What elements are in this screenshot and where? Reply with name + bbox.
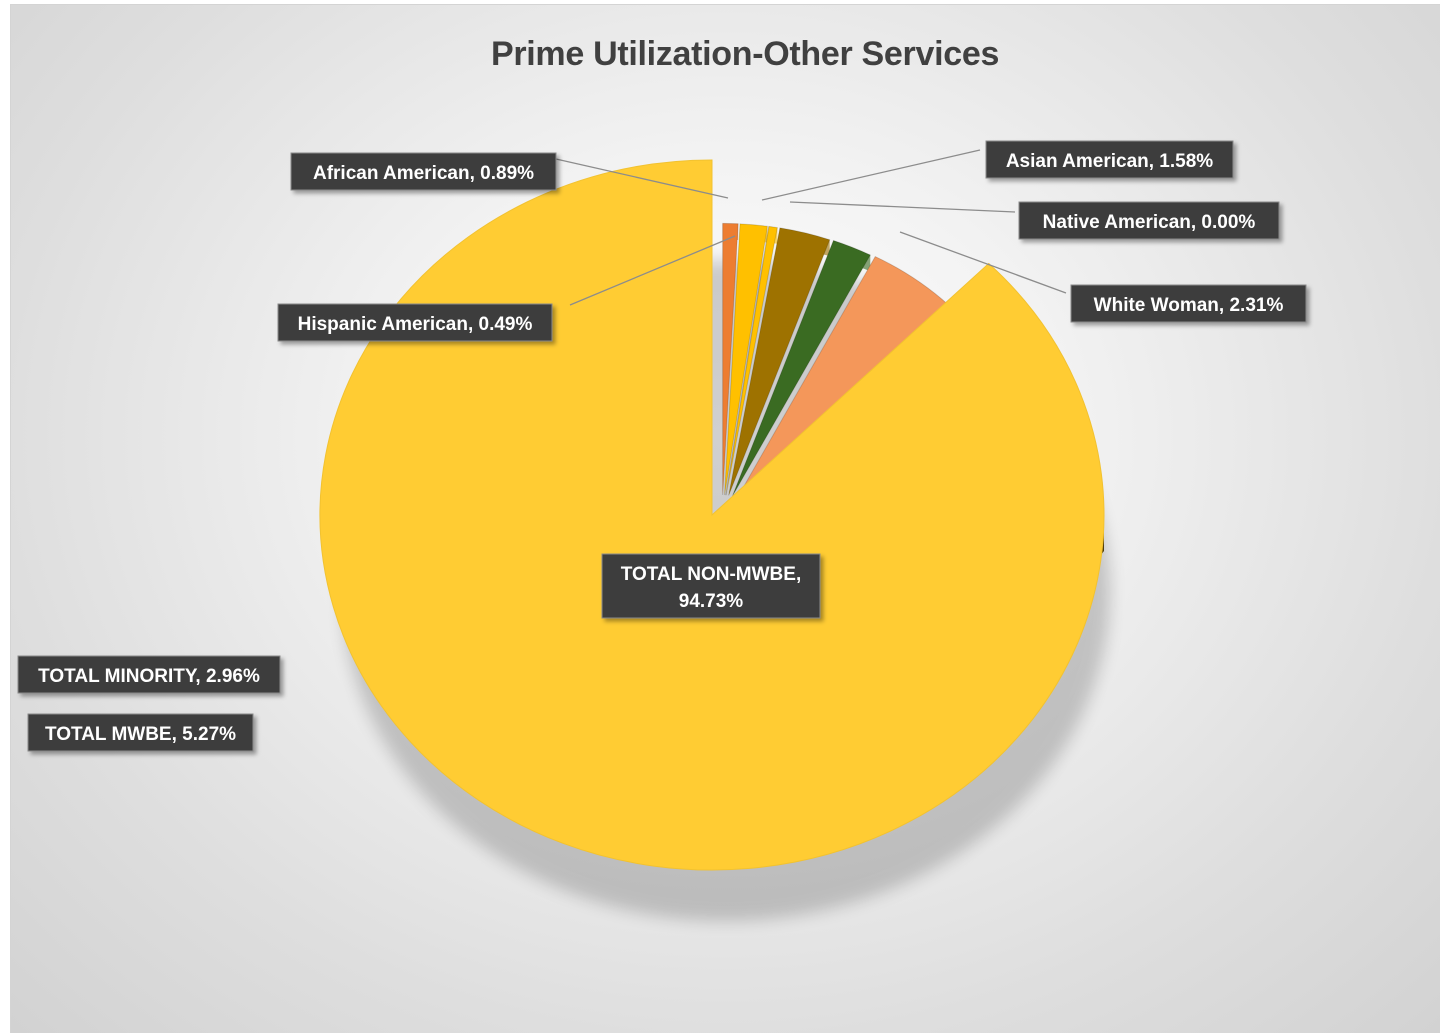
data-label-box-asian-american [985,140,1234,179]
data-label-white-woman: White Woman, 2.31% [1070,284,1307,323]
pie-slice-native-american [725,226,770,496]
data-label-text-african-american: African American, 0.89% [313,163,534,184]
leader-line-hispanic-american [569,235,736,306]
data-label-text-native-american: Native American, 0.00% [1043,212,1256,233]
leader-line-white-woman [899,231,1067,294]
data-label-total-minority: TOTAL MINORITY, 2.96% [17,655,281,694]
data-label-text-total-non-mwbe: 94.73% [679,591,744,612]
data-label-african-american: African American, 0.89% [290,152,557,191]
data-label-text-asian-american: Asian American, 1.58% [1006,151,1213,172]
data-label-box-total-mwbe [27,713,254,752]
pie-slice-total-minority [728,227,831,496]
data-label-hispanic-american: Hispanic American, 0.49% [277,303,553,342]
pie-slice-asian-american [724,223,768,496]
chart-title: Prime Utilization-Other Services [490,35,1000,73]
data-label-native-american: Native American, 0.00% [1018,201,1280,240]
data-label-text-white-woman: White Woman, 2.31% [1094,295,1284,316]
leader-line-asian-american [761,149,981,201]
pie-slice-white-woman [731,239,871,497]
pie-slice-hispanic-american [725,225,778,496]
leader-line-native-american [789,201,1016,213]
data-label-box-native-american [1018,201,1280,240]
data-label-text-hispanic-american: Hispanic American, 0.49% [298,314,533,335]
leader-line-african-american [555,158,729,199]
data-label-text-total-mwbe: TOTAL MWBE, 5.27% [45,724,236,745]
data-label-asian-american: Asian American, 1.58% [985,140,1234,179]
pie-slice-african-american [722,222,739,496]
pie-slice-total-non-mwbe [319,159,1105,871]
data-label-box-white-woman [1070,284,1307,323]
data-label-box-total-minority [17,655,281,694]
data-label-total-mwbe: TOTAL MWBE, 5.27% [27,713,254,752]
data-label-box-hispanic-american [277,303,553,342]
data-label-box-total-non-mwbe [601,553,821,619]
data-label-total-non-mwbe: TOTAL NON-MWBE, 94.73% [601,553,821,619]
data-label-text-total-non-mwbe: TOTAL NON-MWBE, [621,564,801,585]
data-label-text-total-minority: TOTAL MINORITY, 2.96% [38,666,260,687]
data-label-box-african-american [290,152,557,191]
